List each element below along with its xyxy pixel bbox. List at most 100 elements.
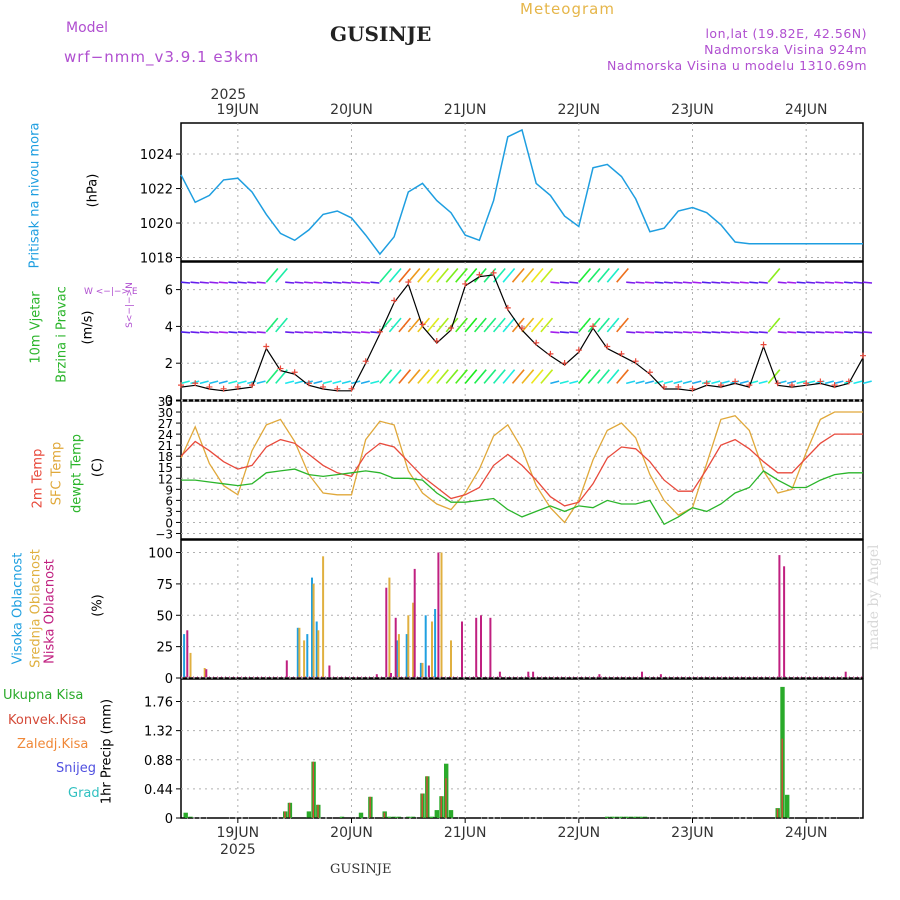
- pressure-line: [180, 128, 863, 256]
- low-cloud-bar: [385, 587, 388, 677]
- high-cloud-bar: [405, 634, 408, 677]
- low-cloud-bar: [186, 630, 189, 677]
- wind-barb: [569, 380, 579, 385]
- wind-barb: [313, 281, 323, 284]
- wind-barb: [323, 281, 333, 284]
- total-precip-bar: [609, 816, 615, 818]
- total-precip-bar: [183, 812, 188, 818]
- wind-barb: [663, 380, 674, 385]
- low-cloud-bar: [285, 660, 288, 677]
- wind-gust-marker: [234, 383, 241, 390]
- wind-gust-marker: [504, 304, 511, 311]
- wind-barb: [701, 281, 711, 284]
- model-name: wrf−nmm_v3.9.1 e3km: [64, 48, 260, 66]
- wind-barb: [445, 369, 459, 384]
- wind-barb: [739, 380, 749, 385]
- wind-barb: [796, 281, 806, 284]
- wind-barb: [767, 267, 781, 283]
- wind-barb: [237, 331, 247, 334]
- mid-cloud-bar: [303, 640, 306, 677]
- year-label-top: 2025: [211, 87, 247, 103]
- ytick-label-2-2: 3: [165, 505, 173, 519]
- wind-barb: [275, 317, 288, 333]
- wind-barb: [673, 380, 683, 385]
- low-cloud-bar: [489, 617, 492, 677]
- wind-barb: [464, 369, 478, 384]
- wind-barb: [445, 317, 459, 333]
- wind-barb: [587, 267, 601, 283]
- wind-barb: [654, 331, 664, 334]
- wind-barb: [777, 281, 787, 284]
- wind-barb: [569, 281, 579, 284]
- day-label-bottom-4: 23JUN: [671, 825, 714, 841]
- wind-barb: [844, 331, 854, 334]
- mid-cloud-bar: [440, 552, 443, 677]
- mid-cloud-bar: [421, 662, 424, 677]
- day-label-top-5: 24JUN: [785, 102, 828, 118]
- wind-barb: [323, 331, 333, 334]
- wind-barb: [256, 331, 266, 334]
- wind-barb: [673, 331, 683, 334]
- wind-barb: [682, 380, 692, 385]
- wind-barb: [711, 331, 721, 334]
- wind-barb: [218, 281, 228, 284]
- wind-barb: [824, 380, 835, 385]
- legend-hail: Grad: [68, 786, 100, 801]
- wind-barb: [701, 331, 711, 334]
- ytick-label-3-2: 50: [156, 609, 173, 624]
- wind-barb: [664, 331, 674, 334]
- wind-barb: [218, 380, 228, 385]
- conv-precip-bar: [440, 796, 442, 818]
- wind-barb: [483, 369, 497, 384]
- legend-snow: Snijeg: [56, 761, 96, 776]
- wind-barb: [711, 281, 721, 284]
- wind-barb: [540, 267, 554, 283]
- wind-barb: [559, 281, 569, 284]
- wind-gust-marker: [632, 358, 639, 365]
- high-cloud-bar: [311, 577, 313, 677]
- total-precip-bar: [642, 816, 648, 818]
- wind-barb: [218, 331, 228, 334]
- high-cloud-bar: [296, 627, 299, 677]
- wind-gust-marker: [575, 347, 582, 354]
- wind-barb: [341, 380, 351, 385]
- mid-cloud-bar: [388, 577, 391, 677]
- wind-gust-marker: [305, 380, 312, 387]
- wind-barb: [815, 281, 825, 284]
- wind-barb: [388, 267, 402, 283]
- wind-barb: [540, 317, 554, 333]
- ytick-label-2-6: 15: [158, 461, 173, 475]
- model-elevation: Nadmorska Visina u modelu 1310.69m: [607, 58, 867, 73]
- day-label-bottom-1: 20JUN: [330, 825, 373, 841]
- wind-gust-marker: [476, 271, 483, 278]
- wind-barb: [265, 369, 279, 384]
- wind-gust-marker: [519, 325, 525, 332]
- wind-gust-marker: [391, 297, 398, 304]
- ytick-label-3-3: 75: [156, 578, 173, 593]
- wind-barb: [265, 267, 279, 283]
- ytick-label-2-12: 33: [158, 395, 173, 409]
- ytick-label-1-1: 2: [165, 357, 173, 372]
- wind-barb: [606, 267, 620, 283]
- wind-barb: [247, 331, 257, 334]
- wind-barb: [294, 281, 304, 284]
- wind-gust-marker: [703, 380, 710, 387]
- wind-barb: [654, 281, 664, 284]
- wind-barb: [199, 380, 209, 385]
- day-label-top-2: 21JUN: [444, 102, 487, 118]
- wind-gust-marker: [717, 382, 724, 389]
- wind-barb: [351, 331, 361, 334]
- wind-barb: [834, 380, 844, 385]
- wind-barb: [692, 380, 702, 385]
- wind-barb: [407, 267, 421, 283]
- total-precip-bar: [614, 816, 619, 818]
- wind-gust-marker: [547, 350, 554, 357]
- wind-barb: [209, 331, 219, 334]
- wind-barb: [625, 380, 636, 385]
- total-precip-bar: [188, 816, 193, 818]
- wind-barb: [455, 317, 468, 333]
- wind-barb: [407, 317, 421, 333]
- wind-barb: [256, 281, 266, 284]
- conv-precip-bar: [288, 802, 291, 818]
- low-cloud-bar: [480, 615, 482, 677]
